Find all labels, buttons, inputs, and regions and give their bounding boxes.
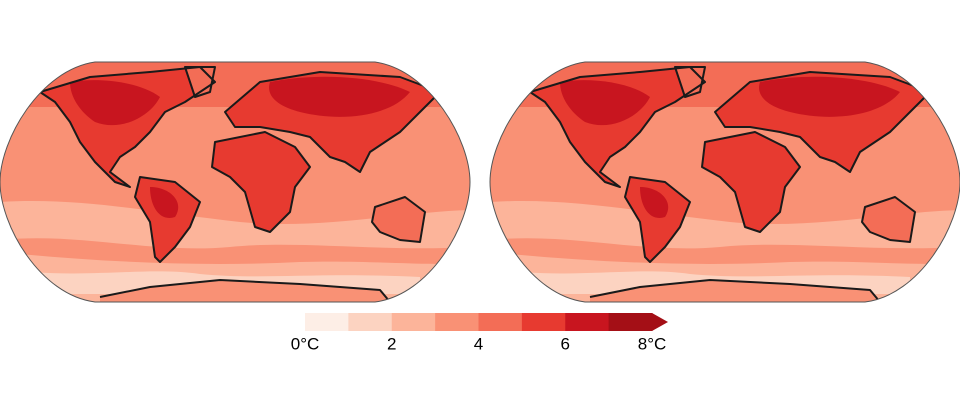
map-left bbox=[0, 62, 470, 302]
colorbar-bin bbox=[608, 313, 653, 331]
colorbar-bin bbox=[521, 313, 566, 331]
colorbar-tick-label: 6 bbox=[561, 334, 570, 353]
map-right bbox=[490, 62, 960, 302]
colorbar-bin bbox=[348, 313, 393, 331]
colorbar-bin bbox=[565, 313, 610, 331]
colorbar-tick-label: 4 bbox=[474, 334, 483, 353]
colorbar-bin bbox=[305, 313, 349, 331]
colorbar-tick-label: 0°C bbox=[291, 334, 320, 353]
colorbar-bin bbox=[435, 313, 479, 331]
colorbar: 0°C 2 4 6 8°C bbox=[291, 313, 668, 353]
colorbar-tick-label: 2 bbox=[387, 334, 396, 353]
colorbar-tick-label: 8°C bbox=[638, 334, 667, 353]
colorbar-bin bbox=[391, 313, 436, 331]
colorbar-bin bbox=[478, 313, 523, 331]
colorbar-extend bbox=[652, 313, 668, 331]
